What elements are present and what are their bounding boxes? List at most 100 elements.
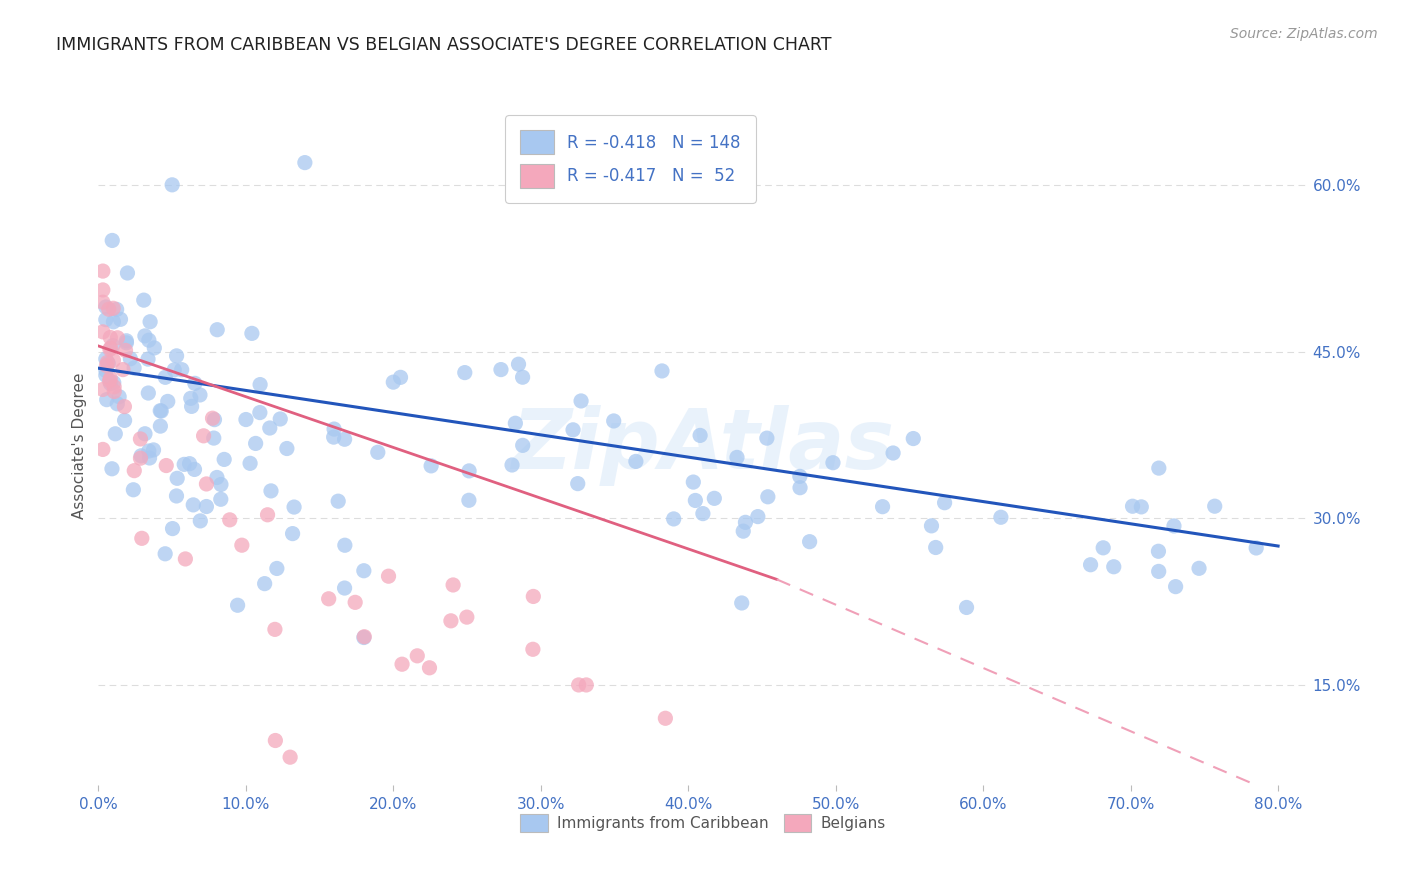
Point xyxy=(120,351,142,366)
Point xyxy=(162,522,184,536)
Point xyxy=(205,470,228,484)
Point xyxy=(353,631,375,645)
Point xyxy=(201,411,224,425)
Point xyxy=(153,547,176,561)
Point xyxy=(685,493,707,508)
Point xyxy=(166,489,188,503)
Point xyxy=(205,323,228,337)
Point xyxy=(921,519,943,533)
Point xyxy=(122,360,145,375)
Text: ZipAtlas: ZipAtlas xyxy=(512,406,894,486)
Point xyxy=(115,334,138,348)
Point xyxy=(505,417,527,431)
Point xyxy=(1163,519,1185,533)
Point xyxy=(278,750,301,764)
Point xyxy=(202,431,225,445)
Point xyxy=(160,178,183,192)
Point xyxy=(1092,541,1115,555)
Point xyxy=(195,477,218,491)
Point xyxy=(420,458,443,473)
Point xyxy=(188,388,211,402)
Point xyxy=(567,476,589,491)
Point xyxy=(98,342,121,356)
Point xyxy=(94,300,117,314)
Point xyxy=(103,301,125,316)
Point xyxy=(129,449,152,463)
Point xyxy=(872,500,894,514)
Point xyxy=(138,450,160,465)
Point xyxy=(441,578,464,592)
Point xyxy=(603,414,626,428)
Point xyxy=(142,442,165,457)
Point xyxy=(1188,561,1211,575)
Point xyxy=(682,475,704,489)
Point xyxy=(155,458,177,473)
Point xyxy=(269,412,291,426)
Point xyxy=(183,462,205,476)
Point xyxy=(260,483,283,498)
Point xyxy=(903,432,925,446)
Point xyxy=(101,462,124,476)
Point xyxy=(150,404,173,418)
Point xyxy=(103,315,125,329)
Point xyxy=(179,457,201,471)
Point xyxy=(406,648,429,663)
Point xyxy=(512,438,534,452)
Point xyxy=(689,428,711,442)
Point xyxy=(1130,500,1153,514)
Point xyxy=(115,335,138,350)
Point xyxy=(100,341,122,355)
Point xyxy=(955,600,977,615)
Point xyxy=(456,610,478,624)
Point xyxy=(245,436,267,450)
Point xyxy=(1147,461,1170,475)
Point xyxy=(458,464,481,478)
Point xyxy=(294,155,316,169)
Point xyxy=(692,507,714,521)
Point xyxy=(97,302,120,317)
Point xyxy=(266,561,288,575)
Point xyxy=(276,442,298,456)
Point xyxy=(155,370,177,384)
Point xyxy=(98,374,121,388)
Point xyxy=(98,330,121,344)
Point xyxy=(209,492,232,507)
Point xyxy=(522,642,544,657)
Point xyxy=(344,595,367,609)
Point xyxy=(799,534,821,549)
Point xyxy=(163,363,186,377)
Point xyxy=(235,412,257,426)
Point xyxy=(132,293,155,307)
Point xyxy=(149,419,172,434)
Point xyxy=(382,375,405,389)
Point xyxy=(103,353,125,368)
Point xyxy=(259,421,281,435)
Point xyxy=(240,326,263,341)
Point xyxy=(193,429,215,443)
Point xyxy=(138,333,160,347)
Point xyxy=(322,430,344,444)
Point xyxy=(389,370,412,384)
Point xyxy=(101,234,124,248)
Point xyxy=(100,376,122,391)
Point xyxy=(1164,580,1187,594)
Point xyxy=(249,406,271,420)
Point xyxy=(139,315,162,329)
Point xyxy=(508,357,530,371)
Point xyxy=(103,384,125,399)
Text: IMMIGRANTS FROM CARIBBEAN VS BELGIAN ASSOCIATE'S DEGREE CORRELATION CHART: IMMIGRANTS FROM CARIBBEAN VS BELGIAN ASS… xyxy=(56,36,832,54)
Point xyxy=(94,312,117,326)
Point xyxy=(170,362,193,376)
Point xyxy=(249,377,271,392)
Point xyxy=(173,458,195,472)
Point xyxy=(733,524,755,538)
Point xyxy=(91,264,114,278)
Point xyxy=(114,413,136,427)
Point xyxy=(569,394,592,409)
Point xyxy=(391,657,413,672)
Point xyxy=(281,526,304,541)
Point xyxy=(114,343,136,358)
Point xyxy=(353,564,375,578)
Point xyxy=(512,370,534,384)
Point xyxy=(283,500,305,514)
